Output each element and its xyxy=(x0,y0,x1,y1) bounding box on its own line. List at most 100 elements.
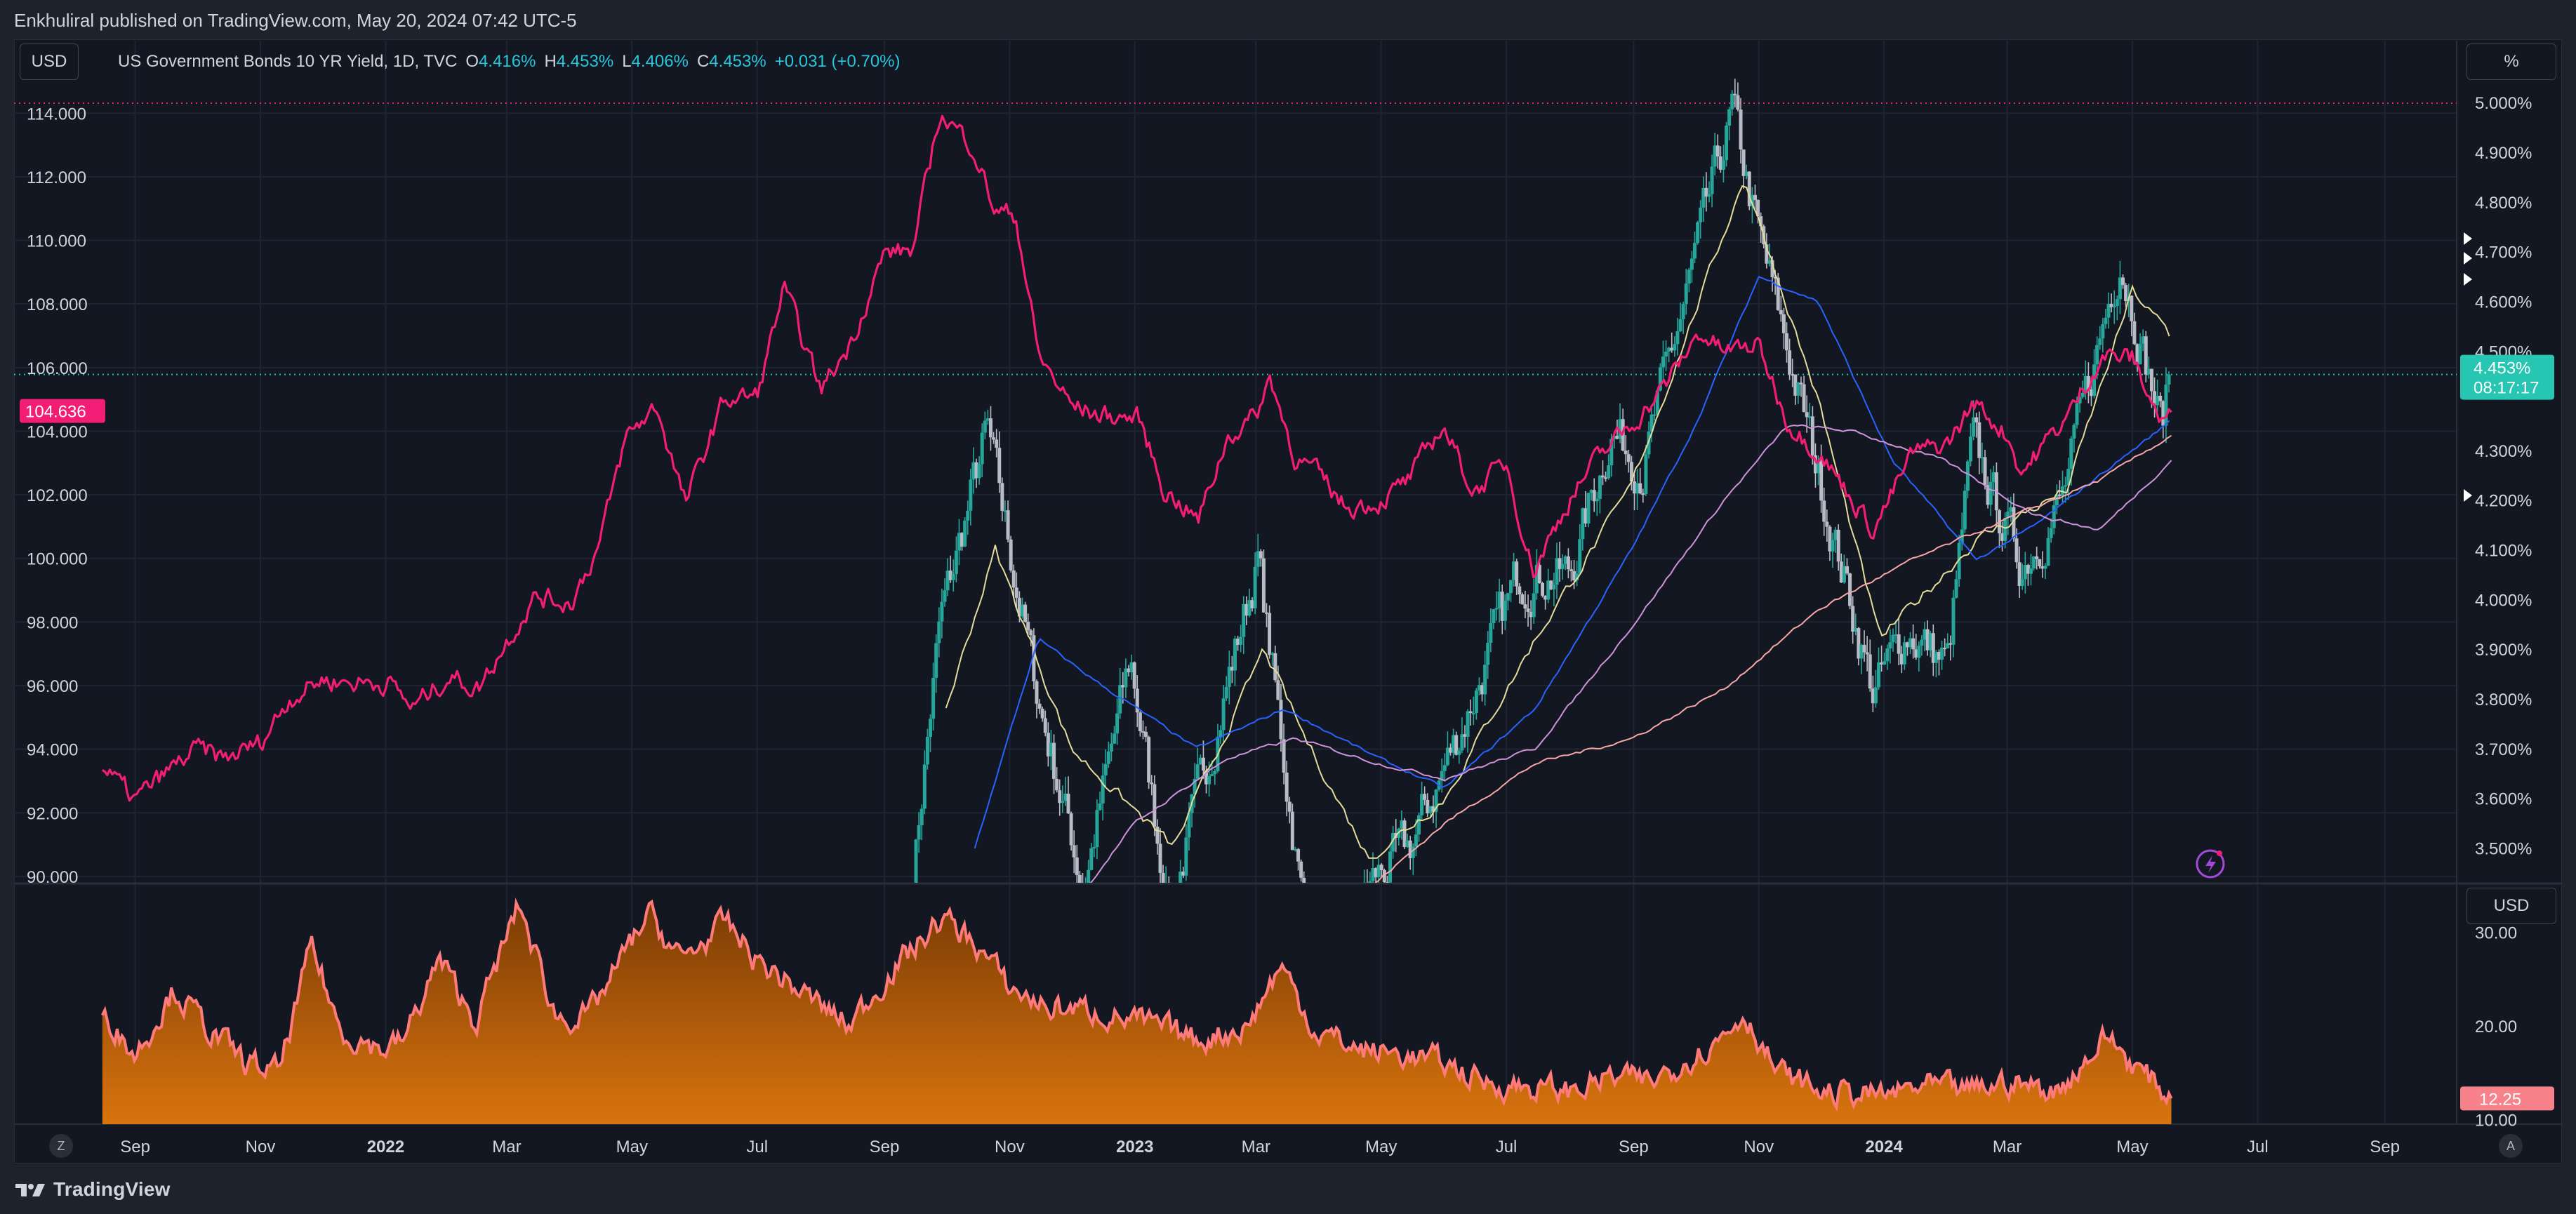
time-axis-label: Mar xyxy=(492,1138,521,1156)
volatility-axis-label: 20.00 xyxy=(2475,1018,2517,1036)
candle-body xyxy=(1980,457,1984,459)
candle-body xyxy=(1905,642,1909,648)
candle-body xyxy=(1972,417,1976,437)
candle-body xyxy=(1707,194,1711,197)
tradingview-logo-icon xyxy=(15,1184,45,1196)
candle-body xyxy=(1940,648,1944,660)
candle-body xyxy=(1454,735,1459,755)
candle-body xyxy=(1974,417,1979,422)
candle-body xyxy=(1523,604,1527,609)
candle-body xyxy=(2101,323,2105,339)
candle-body xyxy=(1770,260,1774,277)
candle-body xyxy=(1290,811,1294,851)
footer-bar: TradingView xyxy=(0,1165,2576,1214)
candle-body xyxy=(1796,382,1800,396)
candle-body xyxy=(1552,585,1556,589)
candle-body xyxy=(1977,422,1981,458)
left-axis-label: 112.000 xyxy=(27,168,86,187)
candle-body xyxy=(1629,462,1633,482)
candle-body xyxy=(1092,847,1096,849)
candle-body xyxy=(1224,687,1228,699)
candle-body xyxy=(1207,775,1211,785)
candle-body xyxy=(1213,771,1217,775)
candle-body xyxy=(1124,668,1128,688)
candle-body xyxy=(2017,562,2021,587)
candle-body xyxy=(1474,691,1478,714)
candle-body xyxy=(1000,483,1004,511)
candle-body xyxy=(1276,680,1280,700)
candle-body xyxy=(1506,593,1510,601)
candle-body xyxy=(1236,639,1240,645)
candle-body xyxy=(1991,472,1996,482)
candle-body xyxy=(1371,868,1375,881)
right-axis-label: 3.500% xyxy=(2475,839,2532,858)
candle-body xyxy=(1842,566,1846,583)
candle-body xyxy=(1431,806,1435,812)
candle-body xyxy=(1158,843,1162,873)
right-axis-label: 3.800% xyxy=(2475,691,2532,709)
currency-button-lower[interactable]: USD xyxy=(2467,888,2556,924)
candle-body xyxy=(1402,820,1407,847)
candle-body xyxy=(1305,901,1308,930)
volatility-axis-label: 10.00 xyxy=(2475,1111,2517,1130)
candle-body xyxy=(1862,644,1866,653)
candle-body xyxy=(1670,347,1674,351)
candle-body xyxy=(2040,566,2045,569)
candle-body xyxy=(1954,579,1958,598)
candle-body xyxy=(1440,771,1444,781)
candle-body xyxy=(1667,347,1671,352)
candle-body xyxy=(1600,475,1605,478)
candle-body xyxy=(1026,622,1030,631)
candle-body xyxy=(1296,848,1301,862)
left-axis-label: 114.000 xyxy=(27,105,86,124)
right-axis-label: 3.900% xyxy=(2475,641,2532,660)
candle-body xyxy=(1343,919,1346,932)
candle-body xyxy=(1741,149,1746,176)
candle-body xyxy=(2000,533,2005,541)
candle-body xyxy=(1914,649,1918,658)
candle-body xyxy=(1592,490,1596,502)
currency-button-left[interactable]: USD xyxy=(20,44,79,80)
candle-body xyxy=(1259,551,1263,559)
candle-body xyxy=(1230,667,1234,671)
candle-body xyxy=(1687,269,1691,284)
candle-body xyxy=(1043,718,1047,733)
candle-body xyxy=(1776,277,1780,310)
candle-body xyxy=(1055,779,1059,791)
candle-body xyxy=(2006,511,2010,519)
candle-body xyxy=(1428,806,1433,814)
symbol-legend: US Government Bonds 10 YR Yield, 1D, TVC… xyxy=(118,48,901,76)
candle-body xyxy=(1733,93,1737,95)
time-axis-label: Mar xyxy=(1993,1138,2021,1156)
candle-body xyxy=(1839,561,1843,583)
candle-body xyxy=(1845,566,1849,574)
candle-body xyxy=(1265,612,1269,614)
candle-body xyxy=(2083,375,2087,393)
candle-body xyxy=(1595,498,1599,502)
candle-body xyxy=(980,432,984,465)
candle-body xyxy=(1943,648,1947,650)
candle-body xyxy=(1066,793,1070,814)
scale-percent-button[interactable]: % xyxy=(2467,44,2556,80)
auto-scale-button[interactable]: A xyxy=(2499,1134,2523,1158)
candle-body xyxy=(995,439,999,448)
left-axis-label: 92.000 xyxy=(27,804,78,823)
tradingview-logo[interactable]: TradingView xyxy=(14,1178,171,1201)
candle-body xyxy=(940,601,944,622)
candle-body xyxy=(1500,592,1504,621)
candle-body xyxy=(1503,600,1507,621)
candle-body xyxy=(1273,653,1277,681)
time-axis-label: May xyxy=(2116,1138,2148,1156)
candle-body xyxy=(1549,580,1553,589)
candle-body xyxy=(1673,344,1677,351)
candle-body xyxy=(1287,801,1292,812)
candle-body xyxy=(1247,600,1252,616)
right-axis-label: 5.000% xyxy=(2475,94,2532,113)
candle-body xyxy=(2167,374,2171,385)
candle-body xyxy=(1788,350,1792,375)
flash-icon-dot xyxy=(2217,851,2222,856)
candle-body xyxy=(1452,735,1456,753)
candle-body xyxy=(1931,633,1935,663)
zoom-button[interactable]: Z xyxy=(49,1134,73,1158)
